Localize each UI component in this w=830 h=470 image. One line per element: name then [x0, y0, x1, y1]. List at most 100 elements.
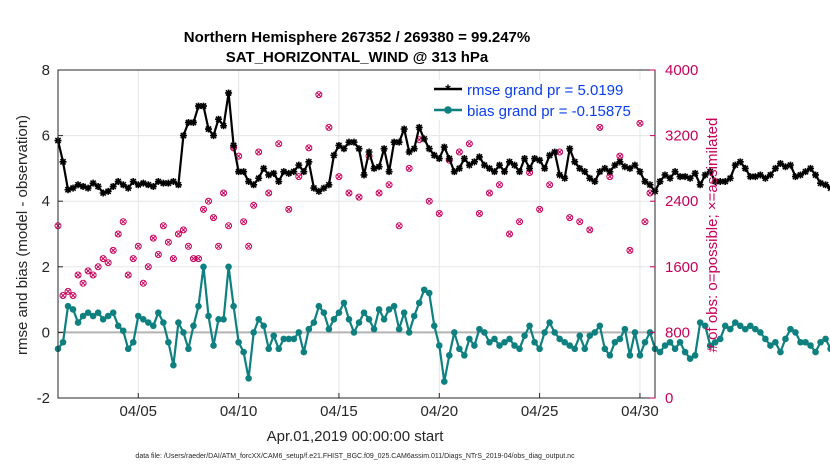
bias-point	[205, 312, 212, 320]
rmse-point	[440, 143, 448, 151]
rmse-point	[84, 184, 92, 192]
obs-count-point	[506, 230, 514, 238]
bias-point	[456, 345, 463, 353]
y-tick-label: 2	[42, 259, 50, 276]
obs-count-point	[385, 181, 393, 189]
obs-count-point	[144, 263, 152, 271]
rmse-point	[300, 168, 308, 176]
bias-point	[280, 335, 288, 343]
bias-point	[405, 329, 413, 336]
rmse-point	[310, 184, 318, 192]
rmse-point	[822, 181, 830, 189]
bias-point	[165, 338, 172, 346]
bias-point	[586, 332, 594, 339]
obs-count-point	[79, 279, 87, 287]
rmse-point	[596, 168, 604, 176]
rmse-point	[235, 168, 243, 176]
bias-point	[139, 315, 147, 323]
rmse-point	[761, 174, 769, 182]
y-axis-right-label: # of obs: o=possible; ×=assimilated	[704, 118, 721, 353]
rmse-point	[285, 169, 293, 177]
rmse-point	[526, 164, 534, 172]
rmse-point	[786, 161, 794, 169]
rmse-point	[736, 158, 744, 166]
rmse-point	[506, 158, 514, 166]
bias-point	[716, 335, 724, 343]
bias-point	[360, 309, 368, 317]
rmse-point	[59, 158, 67, 166]
rmse-point	[169, 178, 177, 186]
rmse-point	[781, 163, 789, 171]
bias-point	[400, 309, 408, 317]
plot-frame	[57, 69, 656, 399]
bias-point	[501, 338, 508, 346]
obs-count-point	[546, 181, 554, 189]
bias-point	[656, 348, 664, 356]
bias-point	[782, 335, 789, 343]
bias-point	[150, 322, 157, 330]
rmse-point	[521, 155, 529, 163]
bias-point	[385, 306, 393, 313]
bias-point	[446, 352, 453, 359]
bias-point	[265, 345, 273, 353]
rmse-point	[330, 151, 338, 159]
bias-point	[340, 299, 348, 307]
obs-count-point	[149, 234, 157, 242]
obs-count-point	[199, 205, 207, 213]
rmse-point	[385, 168, 393, 176]
obs-count-point	[425, 197, 433, 205]
bias-point	[305, 325, 313, 333]
bias-point	[380, 315, 388, 323]
bias-point	[726, 325, 734, 333]
obs-count-point	[315, 91, 323, 99]
rmse-point	[776, 159, 784, 167]
rmse-point	[124, 184, 132, 192]
obs-count-point	[355, 193, 363, 201]
bias-point	[185, 345, 192, 353]
obs-count-point	[586, 226, 594, 234]
obs-count-point	[109, 246, 117, 254]
bias-point	[235, 338, 242, 346]
obs-count-point	[636, 119, 644, 127]
rmse-point	[260, 164, 268, 172]
bias-point	[797, 338, 804, 346]
obs-count-point	[215, 242, 223, 250]
rmse-point	[686, 174, 694, 182]
bias-point	[180, 329, 187, 336]
rmse-point	[179, 132, 187, 140]
rmse-point	[139, 179, 147, 187]
rmse-point	[581, 168, 589, 176]
obs-count-point	[596, 123, 604, 131]
bias-point	[807, 342, 814, 349]
rmse-point	[656, 178, 664, 186]
bias-point	[99, 315, 107, 323]
rmse-point	[94, 182, 102, 190]
bias-point	[631, 329, 639, 336]
chart-subtitle: SAT_HORIZONTAL_WIND @ 313 hPa	[226, 49, 489, 66]
rmse-point	[807, 164, 815, 172]
rmse-point	[465, 161, 473, 169]
bias-point	[636, 352, 644, 359]
obs-count-point	[89, 271, 97, 279]
rmse-point	[425, 145, 433, 153]
legend: * rmse grand pr = 5.0199 bias grand pr =…	[430, 80, 652, 120]
bias-point	[210, 342, 217, 349]
bias-point	[195, 302, 202, 310]
bias-point	[84, 309, 92, 317]
obs-count-point	[495, 181, 503, 189]
bias-point	[671, 345, 679, 353]
rmse-point	[450, 168, 458, 176]
legend-rmse-marker: *	[445, 81, 451, 97]
rmse-point	[415, 123, 423, 131]
bias-point	[315, 302, 323, 310]
obs-count-point	[245, 242, 253, 250]
obs-count-point	[255, 148, 263, 156]
rmse-point	[460, 155, 468, 163]
bias-point	[591, 329, 599, 336]
bias-point	[681, 348, 689, 356]
obs-count-point	[626, 246, 634, 254]
rmse-point	[395, 138, 403, 146]
bias-point	[511, 342, 518, 349]
obs-count-point	[345, 189, 353, 197]
obs-count-point	[305, 144, 313, 152]
